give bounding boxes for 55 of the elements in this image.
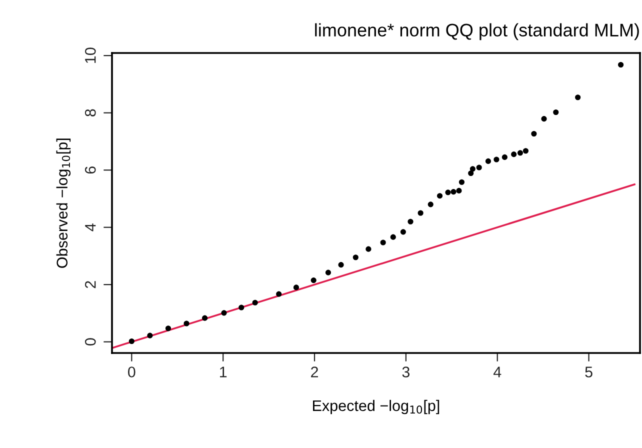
point xyxy=(485,158,492,164)
y-tick-label: 2 xyxy=(84,281,96,288)
point xyxy=(541,116,547,122)
point xyxy=(445,190,451,196)
point xyxy=(352,254,358,260)
point xyxy=(553,109,559,116)
point xyxy=(310,278,316,284)
point xyxy=(517,150,524,156)
point xyxy=(221,310,227,316)
x-tick-label: 4 xyxy=(493,366,502,378)
y-tick-label: 0 xyxy=(84,338,96,346)
point xyxy=(468,170,474,176)
point xyxy=(380,240,386,246)
point xyxy=(202,315,208,321)
point xyxy=(147,332,153,338)
x-axis-title: Expected −log$_{10}$[p] xyxy=(313,400,440,414)
point xyxy=(476,164,482,170)
point xyxy=(456,188,462,194)
point xyxy=(618,62,624,68)
x-tick-label: 0 xyxy=(128,366,136,378)
point xyxy=(494,156,500,162)
point xyxy=(450,189,456,195)
y-tick-label: 10 xyxy=(84,48,96,63)
point xyxy=(502,154,508,160)
point xyxy=(522,148,528,154)
point xyxy=(238,304,244,310)
x-tick-label: 2 xyxy=(311,366,318,378)
point xyxy=(531,130,537,137)
point xyxy=(325,270,332,276)
point xyxy=(338,262,344,268)
point xyxy=(184,320,190,326)
y-tick-label: 8 xyxy=(84,109,96,116)
x-tick-label: 5 xyxy=(585,366,592,378)
point xyxy=(276,291,282,297)
y-tick-label: 6 xyxy=(84,166,96,174)
point xyxy=(400,229,406,235)
point xyxy=(366,246,372,252)
x-tick-label: 3 xyxy=(402,366,410,378)
point xyxy=(252,300,258,306)
point xyxy=(511,152,517,158)
point xyxy=(470,166,476,172)
point xyxy=(293,284,300,290)
point xyxy=(436,193,443,199)
point xyxy=(575,94,581,100)
point xyxy=(428,202,434,208)
y-tick-label: 4 xyxy=(85,224,96,232)
point xyxy=(128,338,134,344)
point xyxy=(418,210,424,216)
point xyxy=(408,218,414,224)
point xyxy=(165,326,172,332)
x-tick-label: 1 xyxy=(220,366,227,378)
chart-title: limonene* norm QQ plot (standard MLM) xyxy=(315,23,639,40)
point xyxy=(390,234,396,240)
y-axis-title: Observed −log$_{10}$[p] xyxy=(56,138,71,268)
point xyxy=(458,179,464,185)
